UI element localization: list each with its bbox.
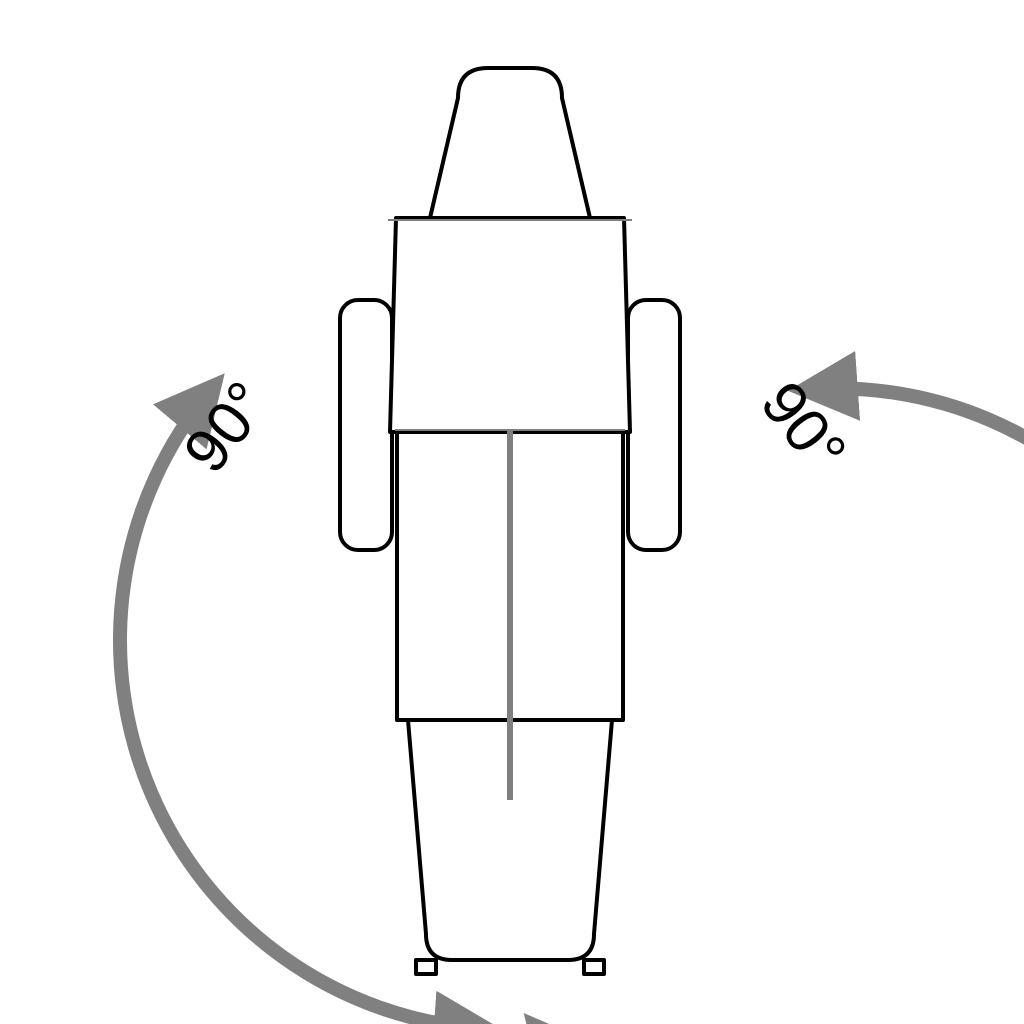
rotation-diagram: 90°90° xyxy=(0,0,1024,1024)
chair-foot-right xyxy=(584,960,604,974)
chair-head xyxy=(430,68,590,218)
chair-foot-left xyxy=(416,960,436,974)
chair-arm-right xyxy=(628,300,680,550)
chair-back xyxy=(390,218,630,432)
angle-label-left: 90° xyxy=(171,369,283,485)
chair-arm-left xyxy=(340,300,392,550)
